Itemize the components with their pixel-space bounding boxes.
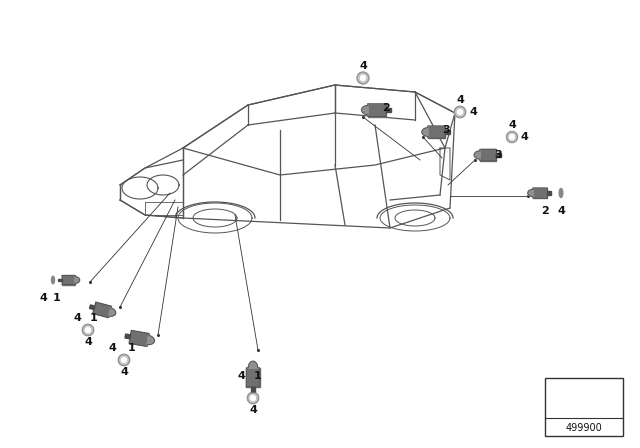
Text: 1: 1: [53, 293, 61, 303]
Polygon shape: [118, 354, 130, 366]
Polygon shape: [368, 103, 386, 116]
Text: 4: 4: [469, 107, 477, 117]
Text: 1: 1: [254, 371, 262, 381]
Polygon shape: [506, 131, 518, 142]
Text: 1: 1: [128, 343, 136, 353]
Polygon shape: [58, 279, 62, 281]
Text: 4: 4: [249, 405, 257, 415]
Text: 4: 4: [557, 206, 565, 216]
Polygon shape: [250, 394, 257, 401]
Polygon shape: [573, 396, 583, 404]
Polygon shape: [51, 276, 54, 284]
Polygon shape: [533, 188, 547, 198]
Text: 4: 4: [39, 293, 47, 303]
Polygon shape: [509, 134, 515, 141]
Polygon shape: [62, 276, 75, 284]
Text: 4: 4: [108, 343, 116, 353]
Polygon shape: [454, 106, 466, 118]
Polygon shape: [84, 327, 92, 334]
Polygon shape: [496, 153, 500, 157]
Polygon shape: [547, 191, 552, 194]
Polygon shape: [357, 72, 369, 84]
Polygon shape: [251, 387, 255, 392]
Polygon shape: [428, 126, 445, 138]
Polygon shape: [362, 103, 368, 116]
Polygon shape: [129, 331, 149, 346]
Text: 4: 4: [120, 367, 128, 377]
Text: 2: 2: [541, 206, 549, 216]
Polygon shape: [120, 357, 127, 364]
Polygon shape: [528, 188, 533, 198]
Text: 4: 4: [73, 313, 81, 323]
Polygon shape: [570, 396, 573, 404]
Polygon shape: [359, 74, 367, 82]
Polygon shape: [456, 108, 463, 116]
Text: 4: 4: [456, 95, 464, 105]
Text: 4: 4: [359, 61, 367, 71]
Polygon shape: [583, 399, 586, 401]
Polygon shape: [83, 324, 94, 336]
Bar: [545, 378, 623, 436]
Polygon shape: [246, 361, 260, 368]
Text: 4: 4: [84, 337, 92, 347]
Polygon shape: [422, 126, 428, 138]
Polygon shape: [559, 189, 563, 198]
Text: 4: 4: [520, 132, 528, 142]
Text: 2: 2: [382, 103, 390, 113]
Polygon shape: [247, 392, 259, 404]
Polygon shape: [93, 302, 111, 318]
Polygon shape: [474, 149, 480, 161]
Polygon shape: [246, 368, 260, 387]
Text: 1: 1: [90, 313, 98, 323]
Polygon shape: [480, 149, 496, 161]
Polygon shape: [147, 334, 154, 346]
Text: 3: 3: [442, 125, 450, 135]
Text: 4: 4: [237, 371, 245, 381]
Polygon shape: [75, 276, 79, 284]
Text: 499900: 499900: [566, 423, 602, 433]
Polygon shape: [90, 305, 95, 310]
Polygon shape: [386, 108, 391, 112]
Polygon shape: [109, 306, 116, 318]
Text: 3: 3: [494, 150, 502, 160]
Polygon shape: [445, 130, 450, 134]
Text: 4: 4: [508, 120, 516, 130]
Polygon shape: [125, 334, 131, 339]
